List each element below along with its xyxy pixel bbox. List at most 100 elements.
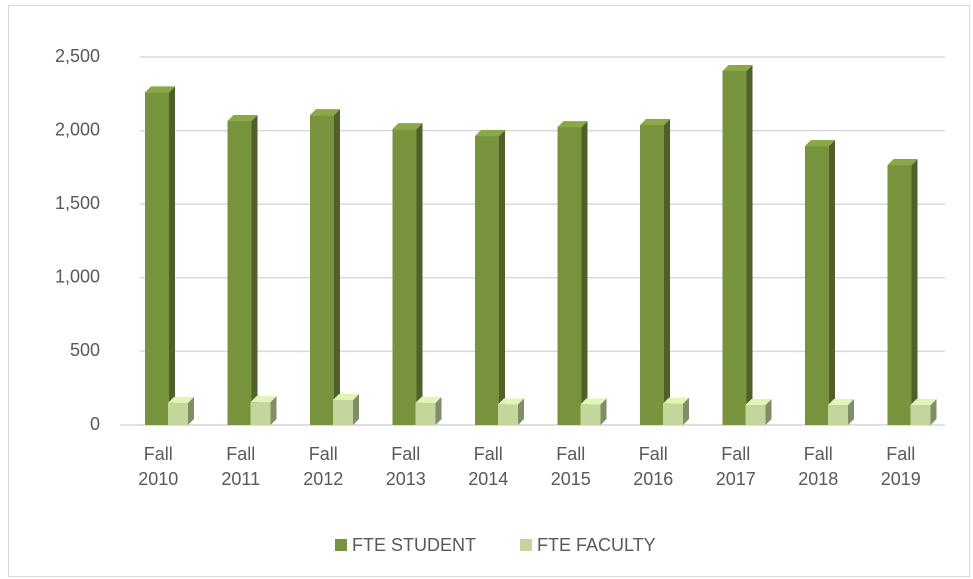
bar <box>887 159 918 425</box>
bar-front <box>805 146 829 425</box>
bar-side <box>353 393 359 425</box>
bar <box>805 140 835 425</box>
x-tick-label: Fall 2012 <box>303 444 344 489</box>
legend-label: FTE STUDENT <box>352 535 476 555</box>
bar-side <box>600 398 607 425</box>
bar <box>250 396 277 425</box>
bar-top <box>475 130 505 137</box>
x-tick-label: Fall 2019 <box>880 444 921 489</box>
legend-label: FTE FACULTY <box>537 535 656 555</box>
bar-front <box>333 399 353 425</box>
bar-front <box>580 404 601 425</box>
bar <box>498 398 524 425</box>
bar-front <box>498 404 518 425</box>
bar-front <box>145 92 169 425</box>
bar <box>415 396 442 425</box>
bar <box>392 123 423 426</box>
bar-top <box>745 398 772 405</box>
bar-side <box>499 130 505 426</box>
bar-side <box>188 396 194 425</box>
bar-front <box>168 402 188 425</box>
bar <box>910 398 937 425</box>
y-tick-label: 0 <box>90 414 100 434</box>
bar-side <box>829 140 835 425</box>
bar-top <box>722 64 753 71</box>
bar-front <box>475 136 499 426</box>
bar-side <box>416 123 423 426</box>
bar-top <box>580 398 607 405</box>
bar-top <box>498 398 524 405</box>
bar-front <box>415 402 436 425</box>
bar-side <box>746 64 753 425</box>
bar-front <box>722 70 747 425</box>
x-tick-label: Fall 2017 <box>715 444 756 489</box>
bar-side <box>581 121 588 425</box>
x-tick-label: Fall 2013 <box>385 444 426 489</box>
y-tick-label: 2,000 <box>55 119 100 139</box>
bar-front <box>887 165 912 425</box>
x-tick-label: Fall 2011 <box>221 444 261 489</box>
bar-top <box>663 397 689 404</box>
bar-side <box>270 396 277 425</box>
bar-side <box>435 396 442 425</box>
bar <box>227 115 258 426</box>
bar <box>745 398 772 425</box>
bar-front <box>392 129 417 426</box>
bar-front <box>250 402 271 425</box>
bar-top <box>557 121 588 128</box>
y-tick-label: 1,000 <box>55 267 100 287</box>
bar-top <box>805 140 835 147</box>
bar-front <box>227 121 252 426</box>
bar-side <box>251 115 258 426</box>
y-tick-label: 500 <box>70 340 100 360</box>
bar-top <box>310 109 340 116</box>
bar-side <box>334 109 340 426</box>
bar <box>475 130 505 426</box>
bar-front <box>663 403 683 425</box>
x-tick-label: Fall 2018 <box>798 444 839 489</box>
bar-side <box>911 159 918 425</box>
x-tick-label: Fall 2014 <box>468 444 509 489</box>
bar <box>333 393 359 425</box>
bar <box>168 396 194 425</box>
x-tick-label: Fall 2015 <box>550 444 591 489</box>
bar-front <box>910 404 931 425</box>
bar-top <box>227 115 258 122</box>
bar-top <box>640 119 670 126</box>
bar-top <box>392 123 423 130</box>
bar-side <box>848 398 854 425</box>
legend-swatch <box>335 539 347 551</box>
x-tick-label: Fall 2016 <box>633 444 674 489</box>
bar <box>640 119 670 425</box>
bar-top <box>168 396 194 403</box>
bar <box>580 398 607 425</box>
y-tick-label: 1,500 <box>55 193 100 213</box>
bar-front <box>828 404 848 425</box>
x-tick-label: Fall 2010 <box>138 444 179 489</box>
bar-side <box>664 119 670 425</box>
bar-top <box>828 398 854 405</box>
bar-side <box>169 86 175 425</box>
bar-side <box>765 398 772 425</box>
bar <box>310 109 340 426</box>
bar <box>557 121 588 425</box>
bar-top <box>887 159 918 166</box>
bar-side <box>683 397 689 425</box>
bar-front <box>310 115 334 426</box>
bar-front <box>557 127 582 425</box>
bar-side <box>518 398 524 425</box>
bar-top <box>145 86 175 93</box>
bar-top <box>333 393 359 400</box>
bar-side <box>930 398 937 425</box>
bar-top <box>910 398 937 405</box>
y-tick-label: 2,500 <box>55 46 100 66</box>
bar <box>828 398 854 425</box>
legend-swatch <box>520 539 532 551</box>
bar-front <box>745 404 766 425</box>
bar-front <box>640 125 664 425</box>
bar-top <box>415 396 442 403</box>
bar-top <box>250 396 277 403</box>
bar <box>145 86 175 425</box>
